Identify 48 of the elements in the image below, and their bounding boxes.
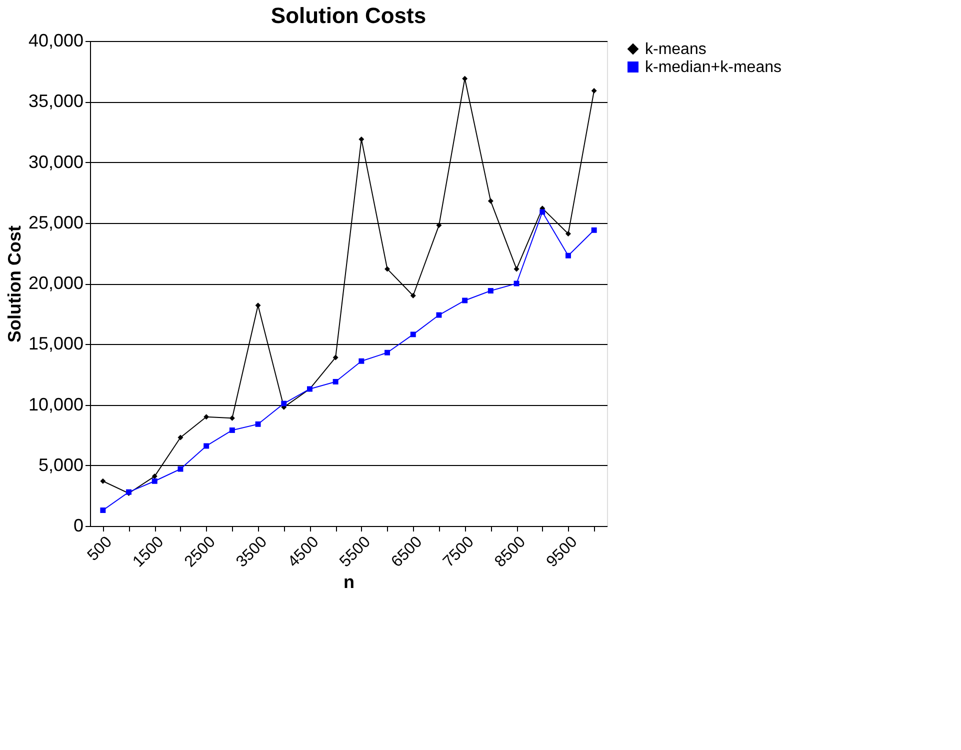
y-tick-label: 10,000	[28, 394, 84, 414]
point	[410, 332, 416, 338]
point	[384, 266, 390, 272]
point	[488, 198, 494, 204]
point	[358, 136, 364, 142]
y-tick-label: 5,000	[38, 454, 84, 475]
point	[591, 88, 597, 94]
point	[514, 280, 520, 286]
point	[410, 292, 416, 298]
y-tick-label: 40,000	[28, 30, 84, 50]
point	[591, 227, 597, 233]
point	[178, 466, 184, 472]
point	[358, 358, 364, 364]
point	[384, 350, 390, 356]
point	[255, 421, 261, 427]
point	[436, 222, 442, 228]
point	[229, 427, 235, 433]
point	[462, 298, 468, 304]
y-tick-label: 15,000	[28, 334, 84, 354]
point	[152, 478, 158, 484]
point	[204, 414, 210, 420]
point	[540, 209, 546, 215]
y-tick-label: 30,000	[28, 152, 84, 172]
point	[436, 312, 442, 318]
y-tick-label: 20,000	[28, 273, 84, 293]
point	[488, 288, 494, 294]
point	[281, 400, 287, 406]
point	[462, 76, 468, 82]
legend-label: k-median+k-means	[645, 59, 782, 76]
point	[565, 252, 571, 258]
x-tick-label: 500	[84, 533, 116, 564]
y-tick-label: 0	[73, 516, 84, 536]
chart-title: Solution Costs	[270, 3, 426, 28]
point	[332, 354, 338, 360]
point	[100, 508, 106, 513]
point	[100, 478, 106, 484]
y-axis-title: Solution Cost	[4, 226, 24, 342]
point	[204, 443, 210, 449]
point	[514, 266, 520, 272]
y-tick-label: 25,000	[28, 212, 84, 232]
x-axis-title: n	[344, 572, 354, 592]
point	[565, 231, 571, 237]
y-tick-label: 35,000	[28, 91, 84, 112]
point	[255, 302, 261, 308]
legend-label: k-means	[645, 41, 706, 58]
point	[178, 434, 184, 440]
point	[229, 415, 235, 421]
point	[332, 378, 338, 384]
